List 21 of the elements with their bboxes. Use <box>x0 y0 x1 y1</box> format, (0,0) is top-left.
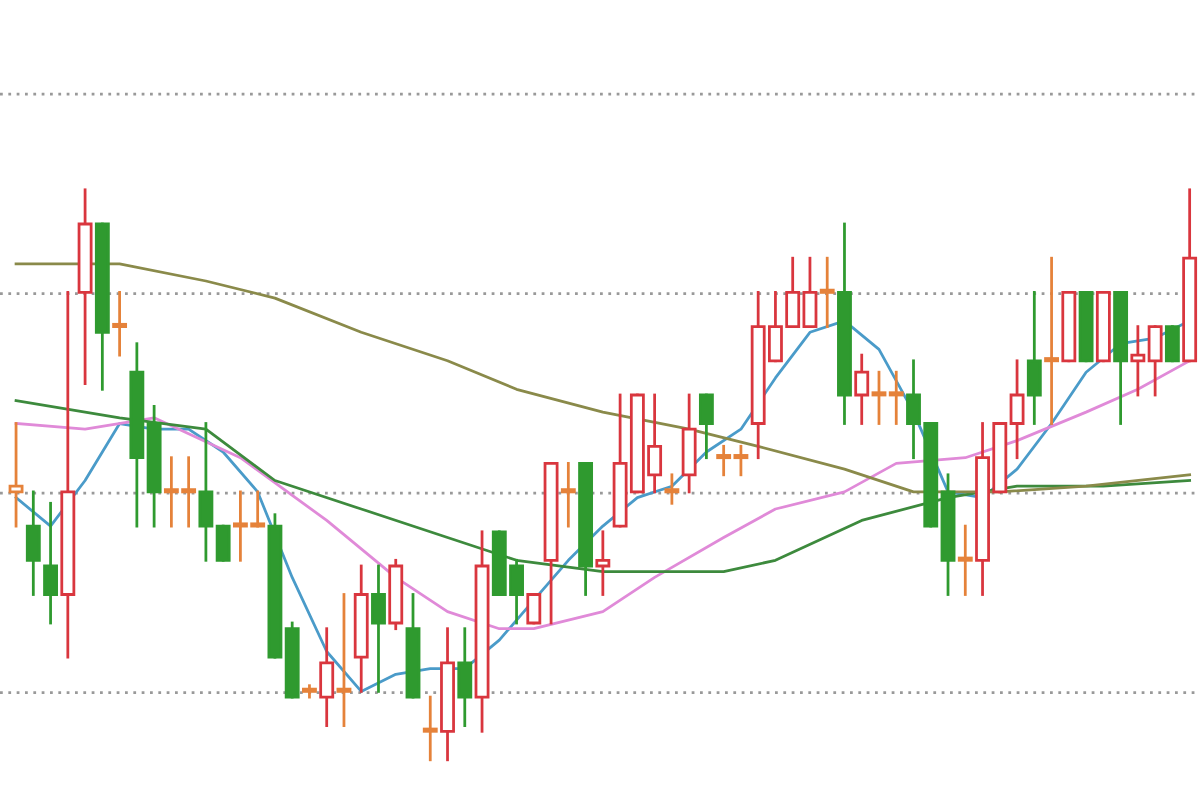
candlestick <box>698 393 714 460</box>
candlestick <box>560 462 576 528</box>
candlestick <box>422 695 438 762</box>
candlestick <box>664 473 680 505</box>
candlestick <box>336 593 352 727</box>
candlestick <box>112 291 128 357</box>
candlestick <box>1044 256 1060 425</box>
candlestick <box>526 593 542 625</box>
candlestick <box>681 393 697 494</box>
candlestick <box>319 627 335 727</box>
candlestick <box>43 501 58 625</box>
candlestick <box>957 524 973 596</box>
candlestick <box>8 422 24 528</box>
candlestick <box>595 530 611 596</box>
candlestick <box>854 353 870 425</box>
candlestick <box>1026 291 1042 425</box>
candlestick <box>1164 325 1180 363</box>
candlestick <box>457 627 473 727</box>
candlestick <box>819 256 835 328</box>
candlestick <box>371 564 386 693</box>
candlestick <box>25 490 41 596</box>
